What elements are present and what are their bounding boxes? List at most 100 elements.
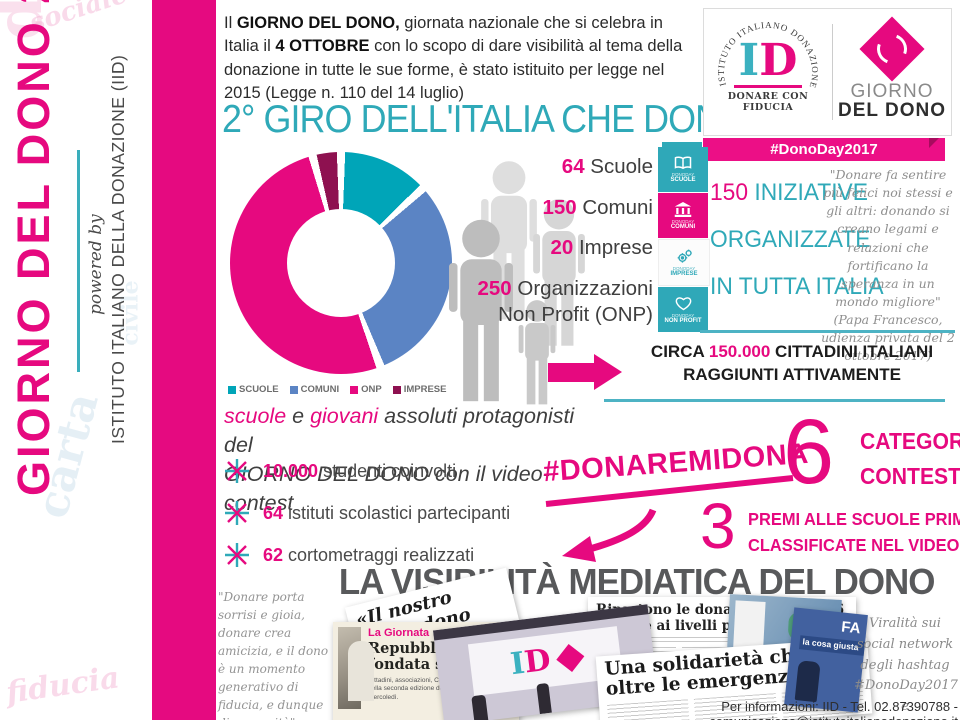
diamond-icon-small	[556, 643, 585, 673]
person-silhouette	[449, 219, 513, 402]
legend-swatch	[289, 385, 298, 394]
magenta-accent-bar	[152, 0, 216, 720]
clipping-kicker: La Giornata	[368, 627, 430, 639]
badge-scuole: DONODAY SCUOLE	[658, 147, 708, 192]
bullet-label: studenti coinvolti	[318, 460, 457, 481]
intro-text: Il	[224, 14, 237, 32]
contest-labels: CATEGORIE CONTEST	[860, 424, 960, 493]
premi-line2: CLASSIFICATE NEL VIDEO-CONTEST	[748, 535, 960, 556]
ribbon-fold	[929, 138, 939, 148]
bullet-label: cortometraggi realizzati	[283, 544, 475, 565]
intro-text: con lo scopo di dare visibilità al tema …	[224, 37, 683, 103]
citizens-reached-text: CIRCA 150.000 CITTADINI ITALIANI RAGGIUN…	[628, 341, 956, 387]
stat-onp: 250 Organizzazioni Non Profit (ONP)	[448, 276, 653, 327]
bullet-number: 64	[263, 502, 284, 523]
intro-bold: 4 OTTOBRE	[275, 37, 370, 56]
bullet-istituti: 64 istituti scolastici partecipanti	[224, 500, 510, 526]
swoosh-arrow-icon	[545, 475, 794, 562]
sparkle-icon	[225, 501, 249, 525]
intro-paragraph: Il GIORNO DEL DONO, giornata nazionale c…	[224, 12, 702, 106]
social-virality-text: Viralità sui social network degli hashta…	[854, 616, 960, 720]
stat-label: Organizzazioni	[511, 276, 653, 300]
legend-item: COMUNI	[289, 384, 340, 395]
legend-label: SCUOLE	[239, 384, 279, 395]
category-badges: DONODAY SCUOLE DONODAY COMUNI DONODAY IM…	[658, 147, 710, 333]
diamond-icon	[859, 16, 925, 82]
protag-highlight: scuole	[224, 404, 287, 428]
stat-label: Scuole	[584, 155, 653, 178]
iniziative-line1: 150 INIZIATIVE	[710, 170, 868, 217]
person-silhouette	[471, 694, 489, 720]
intro-bold: GIORNO DEL DONO,	[236, 14, 400, 32]
legend-item: SCUOLE	[228, 384, 279, 395]
stats-list: 64 Scuole 150 Comuni 20 Imprese 250 Orga…	[448, 154, 653, 342]
badge-caption: COMUNI	[670, 223, 696, 230]
stat-comuni: 150 Comuni	[448, 195, 653, 221]
stat-imprese: 20 Imprese	[448, 235, 653, 261]
protag-text: e	[286, 404, 311, 428]
badge-caption-top: DONODAY	[671, 172, 695, 177]
stat-number: 20	[550, 236, 574, 260]
bullet-label: istituti scolastici partecipanti	[283, 502, 511, 523]
legend-swatch	[392, 385, 401, 394]
footer-contact-info: Per informazioni: IID - Tel. 02.87390788…	[709, 699, 958, 720]
iid-tagline: DONARE CON FIDUCIA	[727, 91, 809, 113]
contest-number-6: 6	[783, 401, 835, 503]
iid-monogram-small: ID	[508, 642, 553, 683]
book-icon	[674, 156, 692, 170]
watermark-text: fiducia	[4, 660, 122, 711]
iid-letter-d: D	[759, 35, 798, 86]
badge-imprese: DONODAY IMPRESE	[658, 239, 710, 286]
stat-label: Imprese	[573, 236, 653, 260]
left-sidebar: dono sociale carta fiducia civile GIORNO…	[0, 0, 152, 720]
iid-letter-i: I	[738, 35, 760, 86]
papa-francesco-quote: "Donare fa sentire più felici noi stessi…	[821, 167, 955, 364]
stat-label-line2: Non Profit (ONP)	[498, 302, 653, 326]
person-silhouette	[536, 682, 552, 715]
protag-text-line2: GIORNO DEL DONO con il video-contest	[224, 462, 550, 516]
legend-label: ONP	[361, 384, 382, 395]
protagonists-text: scuole e giovani assoluti protagonisti d…	[224, 402, 596, 518]
badge-caption: NON PROFIT	[664, 317, 702, 324]
donoday-ribbon: #DonoDay2017	[703, 138, 945, 161]
protag-text: assoluti protagonisti del	[224, 404, 575, 458]
gdd-word-deldono: DEL DONO	[838, 100, 946, 122]
teal-divider	[700, 330, 955, 333]
legend-label: COMUNI	[300, 384, 340, 395]
contest-label-contest: CONTEST	[860, 462, 960, 489]
badge-caption: IMPRESE	[670, 270, 698, 277]
reached-text: CIRCA	[650, 342, 709, 361]
right-arrow-icon	[548, 354, 622, 390]
logo-separator	[832, 24, 833, 120]
iid-monogram: ID	[704, 39, 832, 83]
premi-labels: PREMI ALLE SCUOLE PRIME CLASSIFICATE NEL…	[748, 506, 960, 559]
institute-name-vertical: ISTITUTO ITALIANO DELLA DONAZIONE (IID)	[108, 54, 128, 444]
iniziative-word: INIZIATIVE	[748, 179, 868, 206]
badge-caption-top: DONODAY	[671, 218, 695, 224]
svg-text:ISTITUTO ITALIANO DONAZIONE: ISTITUTO ITALIANO DONAZIONE	[716, 20, 820, 90]
bullet-text: 10.000 studenti coinvolti	[263, 461, 456, 482]
premi-number-3: 3	[700, 490, 736, 562]
badge-comuni: DONODAY COMUNI	[658, 193, 708, 238]
title-underline-dash	[662, 142, 702, 148]
stat-number: 150	[542, 195, 577, 219]
chart-legend: SCUOLE COMUNI ONP IMPRESE	[228, 384, 468, 395]
stat-number: 64	[561, 155, 585, 178]
badge-non-profit: DONODAY NON PROFIT	[658, 287, 708, 332]
legend-label: IMPRESE	[403, 384, 447, 395]
contest-label-categorie: CATEGORIE	[860, 428, 960, 454]
clipping-photo	[338, 627, 375, 709]
iniziative-number: 150	[710, 179, 749, 206]
reached-text: CITTADINI ITALIANI	[770, 342, 934, 361]
clipping-subhead	[596, 637, 848, 642]
iid-divider-line	[734, 85, 802, 88]
powered-by-label: powered by	[86, 214, 106, 315]
iid-arc-text: ISTITUTO ITALIANO DONAZIONE	[716, 20, 820, 90]
sparkle-icon	[225, 543, 249, 567]
section-title-giro: 2° GIRO DELL'ITALIA CHE DONA	[222, 98, 744, 141]
reached-text-line2: RAGGIUNTI ATTIVAMENTE	[683, 364, 901, 384]
intro-text: giornata nazionale che si celebra in Ita…	[224, 14, 663, 56]
event-title-vertical: GIORNO DEL DONO 2017	[8, 0, 59, 496]
badge-caption: SCUOLE	[670, 177, 696, 183]
